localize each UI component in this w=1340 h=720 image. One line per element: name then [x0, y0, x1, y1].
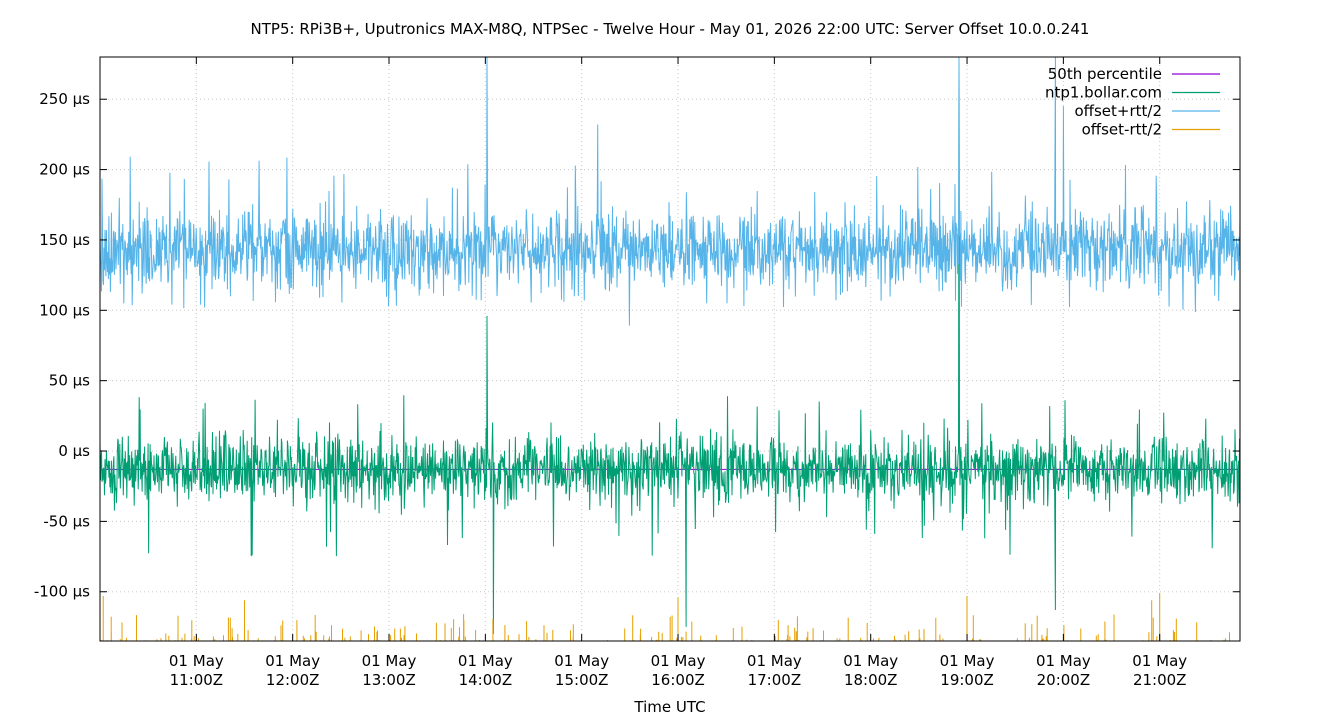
x-tick-date: 01 May [651, 652, 706, 670]
x-tick-time: 15:00Z [555, 671, 609, 689]
legend-entry-label: 50th percentile [1048, 65, 1162, 83]
x-tick-time: 19:00Z [940, 671, 994, 689]
x-tick-time: 20:00Z [1037, 671, 1091, 689]
x-tick-time: 21:00Z [1133, 671, 1187, 689]
legend-entry-label: ntp1.bollar.com [1045, 84, 1162, 102]
x-tick-date: 01 May [554, 652, 609, 670]
x-tick-date: 01 May [169, 652, 224, 670]
x-axis-label: Time UTC [633, 698, 705, 716]
x-tick-date: 01 May [458, 652, 513, 670]
y-tick-label: 250 µs [39, 90, 90, 108]
y-tick-label: 200 µs [39, 161, 90, 179]
x-tick-time: 14:00Z [459, 671, 513, 689]
y-tick-label: 150 µs [39, 231, 90, 249]
series-line-3 [100, 593, 1230, 641]
y-tick-label: -50 µs [43, 512, 90, 530]
y-tick-label: 100 µs [39, 301, 90, 319]
legend: 50th percentilentp1.bollar.comoffset+rtt… [1045, 65, 1220, 139]
y-tick-label: -100 µs [34, 583, 90, 601]
x-tick-time: 13:00Z [362, 671, 416, 689]
x-tick-time: 11:00Z [170, 671, 224, 689]
x-tick-time: 17:00Z [748, 671, 802, 689]
series-line-2 [99, 56, 1241, 326]
x-tick-date: 01 May [265, 652, 320, 670]
x-tick-time: 16:00Z [651, 671, 705, 689]
chart-title: NTP5: RPi3B+, Uputronics MAX-M8Q, NTPSec… [251, 20, 1090, 38]
y-tick-label: 50 µs [49, 372, 90, 390]
series-line-1 [99, 56, 1241, 635]
x-tick-date: 01 May [843, 652, 898, 670]
plot-frame [99, 56, 1241, 642]
x-tick-date: 01 May [362, 652, 417, 670]
y-tick-label: 0 µs [58, 442, 90, 460]
y-axis: 250 µs 200 µs 150 µs 100 µs 50 µs 0 µs -50 µs -… [34, 90, 1240, 601]
series-layer [99, 56, 1241, 641]
x-tick-date: 01 May [747, 652, 802, 670]
x-tick-time: 18:00Z [844, 671, 898, 689]
legend-entry-label: offset-rtt/2 [1082, 121, 1162, 139]
x-tick-date: 01 May [1036, 652, 1091, 670]
x-tick-date: 01 May [940, 652, 995, 670]
x-tick-time: 12:00Z [266, 671, 320, 689]
legend-entry-label: offset+rtt/2 [1074, 102, 1162, 120]
x-tick-date: 01 May [1132, 652, 1187, 670]
grid [100, 57, 1240, 641]
